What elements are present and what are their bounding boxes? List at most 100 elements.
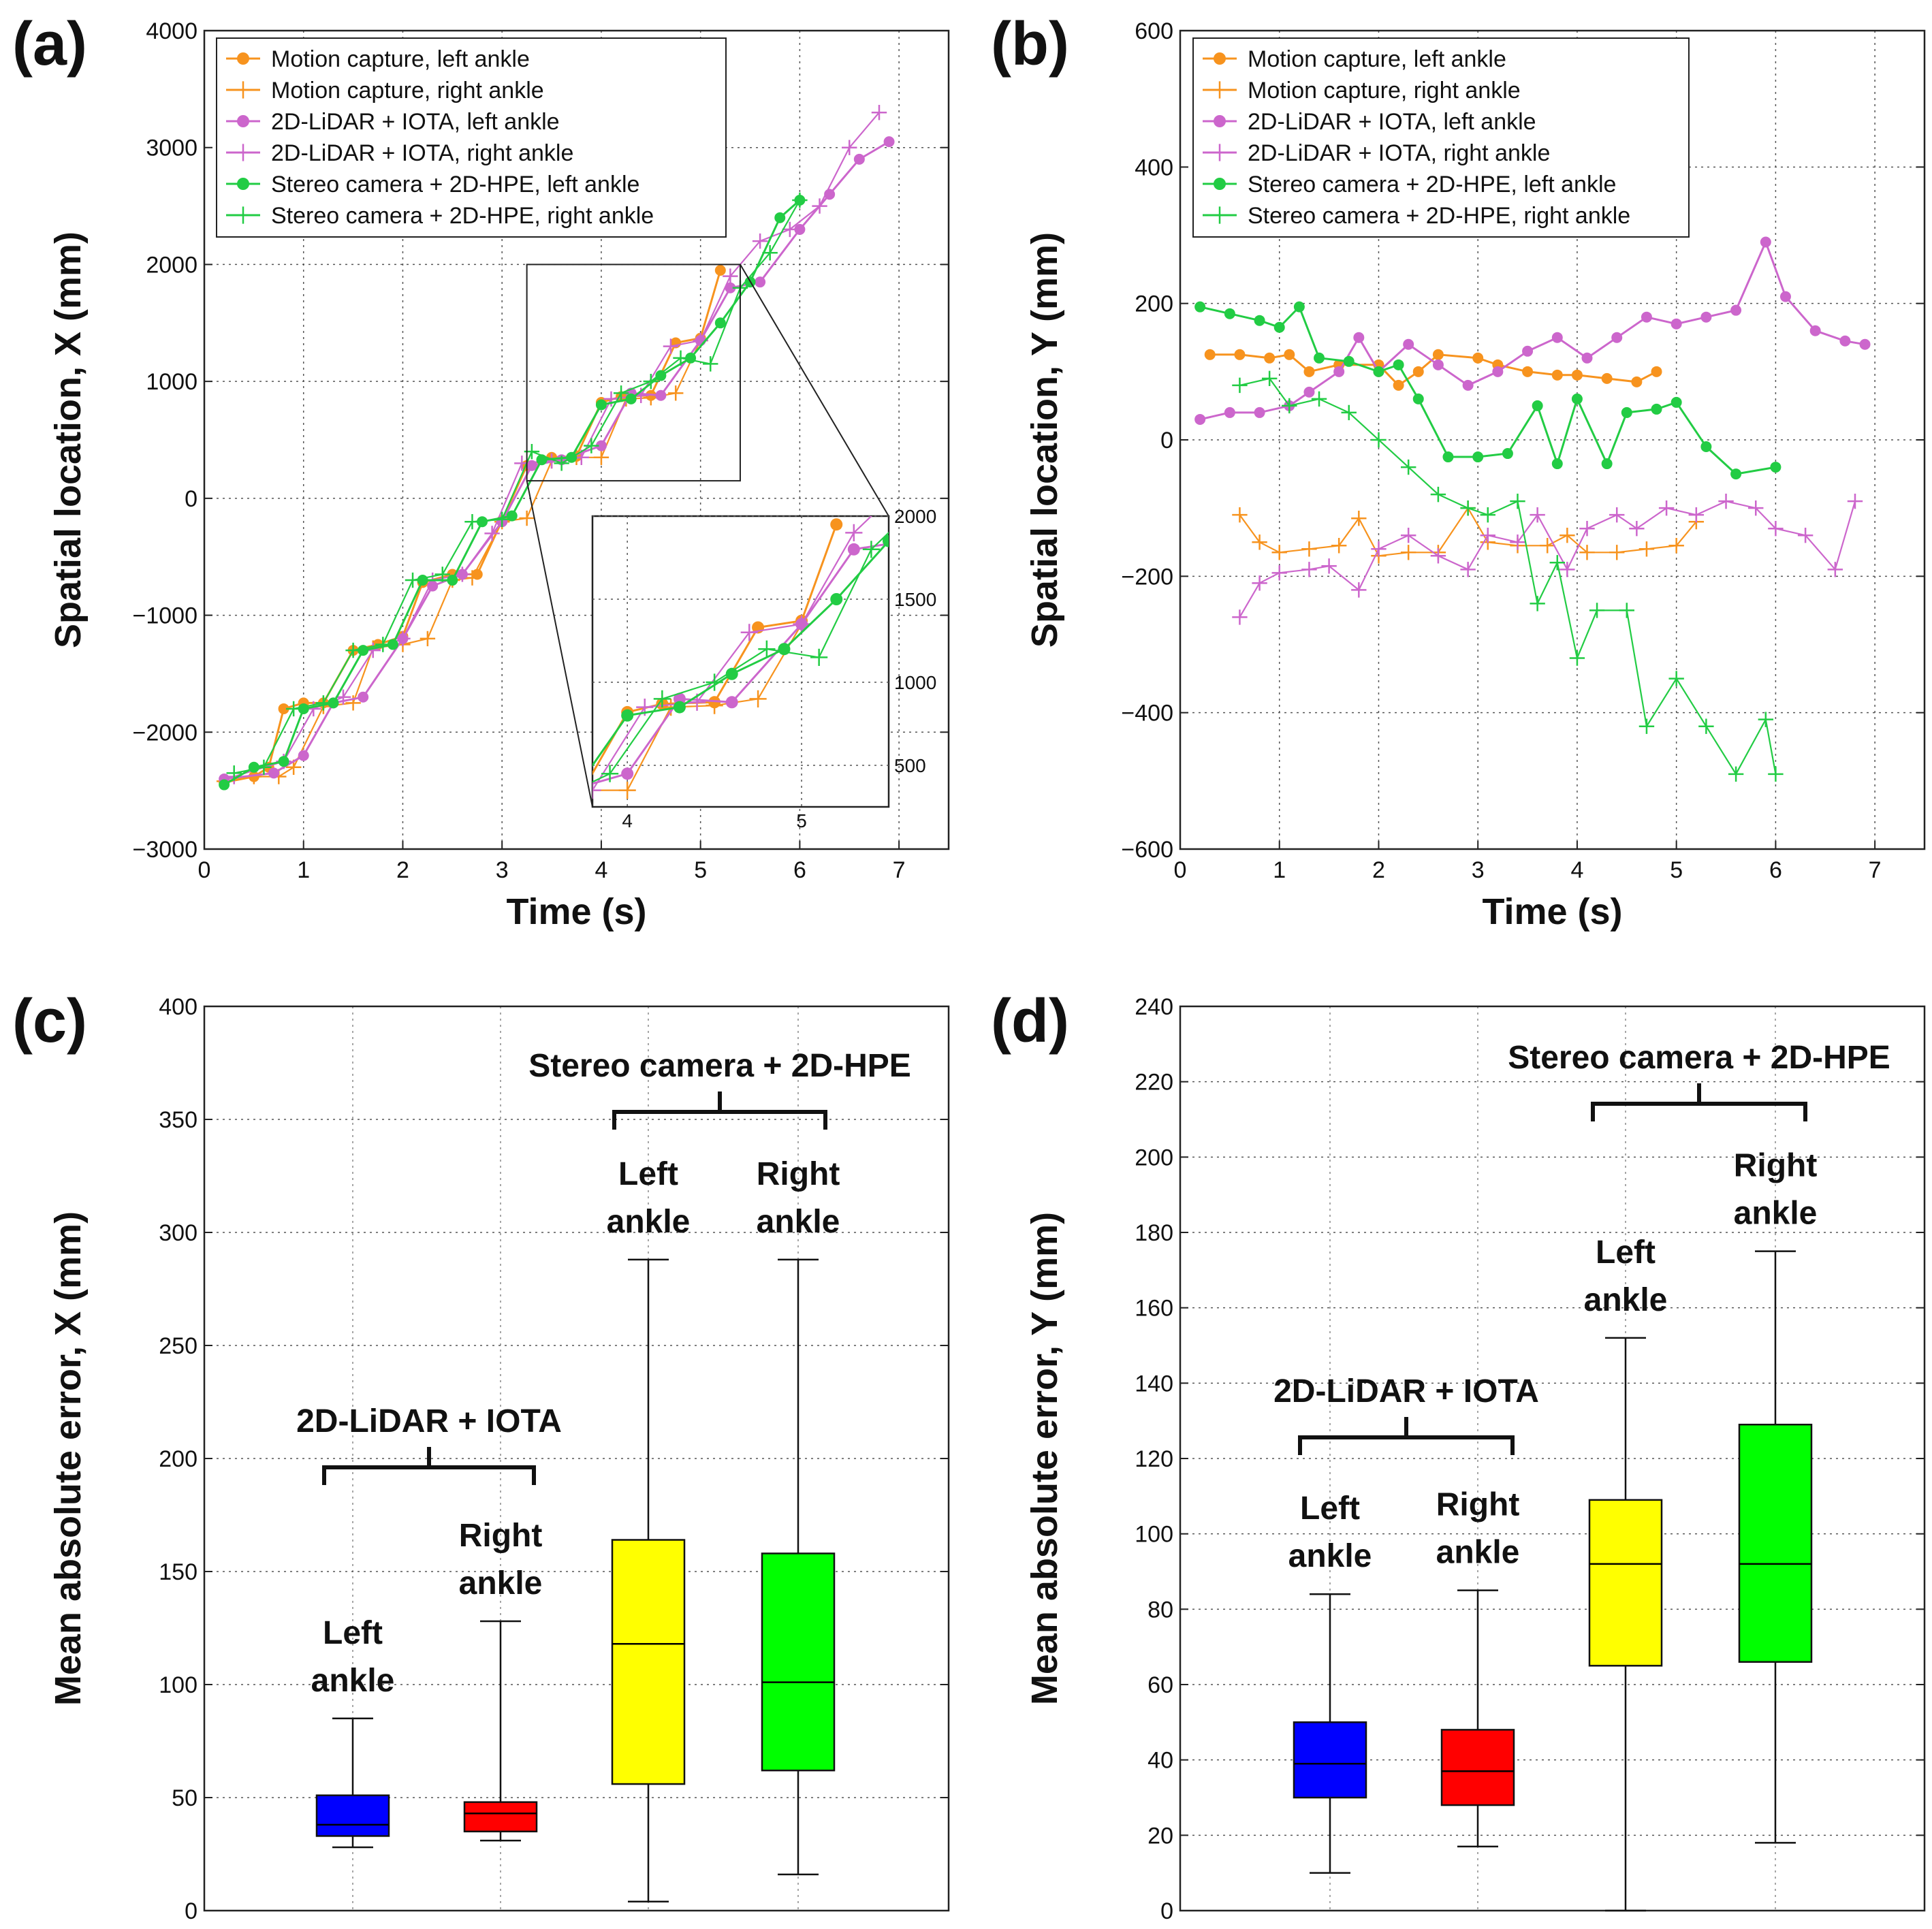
data-point xyxy=(618,782,636,799)
data-point xyxy=(532,786,549,803)
y-tick-label: 2000 xyxy=(146,252,197,278)
data-point xyxy=(1611,332,1623,343)
data-point xyxy=(419,631,436,647)
data-point xyxy=(1619,603,1634,618)
y-tick-label: 240 xyxy=(1135,994,1173,1020)
data-point xyxy=(99,1133,111,1145)
series-2 xyxy=(1194,236,1871,425)
x-tick-label: 5 xyxy=(694,857,707,883)
legend-swatch-marker xyxy=(234,206,252,224)
legend-entry: 2D-LiDAR + IOTA, left ankle xyxy=(1248,109,1536,135)
box-label-line1: Right xyxy=(757,1156,840,1192)
x-tick-label: 1 xyxy=(297,857,310,883)
series-line xyxy=(1239,377,1777,776)
data-point xyxy=(328,697,339,709)
inset-y-tick-label: 500 xyxy=(894,755,926,776)
data-point xyxy=(663,338,679,354)
data-point xyxy=(1460,562,1476,577)
inset-x-tick-label: 5 xyxy=(796,810,807,831)
data-point xyxy=(395,631,411,647)
box-label-line2: ankle xyxy=(607,1204,691,1240)
data-point xyxy=(1569,650,1585,666)
data-point xyxy=(392,953,409,970)
data-point xyxy=(871,105,887,121)
legend-entry: Stereo camera + 2D-HPE, right ankle xyxy=(1248,203,1630,229)
group-bracket-0: 2D-LiDAR + IOTA xyxy=(1273,1373,1539,1455)
y-axis-title: Mean absolute error, Y (mm) xyxy=(1024,1212,1065,1705)
data-point xyxy=(1311,391,1327,407)
box-label-line1: Right xyxy=(459,1518,543,1554)
data-point xyxy=(625,393,637,404)
legend-entry: 2D-LiDAR + IOTA, right ankle xyxy=(1248,140,1550,166)
data-point xyxy=(131,1136,148,1153)
data-point xyxy=(114,1139,131,1156)
data-point xyxy=(1839,335,1851,347)
data-point xyxy=(255,1050,268,1062)
data-point xyxy=(219,779,230,791)
box-iqr xyxy=(611,1539,686,1785)
data-point xyxy=(298,750,309,761)
data-point xyxy=(477,516,488,528)
legend-entry: 2D-LiDAR + IOTA, right ankle xyxy=(271,140,573,166)
box-label-line1: Left xyxy=(1596,1234,1656,1271)
data-point xyxy=(1002,424,1019,441)
data-point xyxy=(285,701,302,717)
data-point xyxy=(484,526,500,541)
data-point xyxy=(27,1222,44,1239)
data-point xyxy=(1194,301,1206,313)
group-bracket-0: 2D-LiDAR + IOTA xyxy=(296,1403,562,1485)
data-point xyxy=(1670,396,1682,408)
series-5 xyxy=(27,531,889,1239)
data-point xyxy=(755,276,766,288)
data-point xyxy=(278,756,289,767)
data-point xyxy=(1760,236,1771,248)
inset-frame xyxy=(591,515,890,808)
data-point xyxy=(99,1141,111,1153)
y-tick-label: −600 xyxy=(1121,837,1173,863)
data-point xyxy=(1232,609,1248,625)
data-point xyxy=(427,890,444,907)
data-point xyxy=(1271,565,1287,581)
data-point xyxy=(1530,596,1545,611)
data-point xyxy=(1252,535,1267,550)
data-point xyxy=(782,221,798,238)
data-point xyxy=(183,1056,200,1073)
data-point xyxy=(601,765,619,782)
data-point xyxy=(377,951,390,963)
data-point xyxy=(278,703,289,714)
zoom-source-box xyxy=(526,264,741,482)
data-point xyxy=(272,1042,285,1054)
data-point xyxy=(151,1133,163,1145)
data-point xyxy=(703,356,718,372)
data-point xyxy=(445,870,462,887)
legend-swatch-marker xyxy=(234,144,252,161)
box-label-line1: Right xyxy=(1436,1487,1520,1523)
data-point xyxy=(1779,291,1791,302)
data-point xyxy=(268,767,280,779)
data-point xyxy=(519,510,535,526)
box-iqr xyxy=(315,1794,390,1837)
y-tick-label: 100 xyxy=(159,1672,197,1698)
data-point xyxy=(1314,352,1325,364)
data-point xyxy=(613,385,629,401)
data-point xyxy=(1589,603,1605,618)
box-label-line1: Left xyxy=(618,1156,678,1192)
data-point xyxy=(1412,393,1424,404)
data-point xyxy=(673,701,686,714)
data-point xyxy=(360,959,372,971)
data-point xyxy=(752,233,768,249)
data-point xyxy=(1579,545,1595,560)
data-point xyxy=(1351,582,1367,598)
series-line xyxy=(234,200,801,774)
box-0: Left ankle xyxy=(1288,1490,1372,1874)
legend-entry: Motion capture, left ankle xyxy=(1248,46,1506,72)
box-iqr xyxy=(761,1552,836,1772)
x-tick-label: 1 xyxy=(1273,857,1286,883)
data-point xyxy=(621,709,634,722)
data-point xyxy=(740,624,758,641)
data-point xyxy=(1700,311,1712,323)
data-point xyxy=(345,695,361,711)
data-point xyxy=(447,876,459,888)
data-point xyxy=(1284,349,1295,360)
data-point xyxy=(883,136,895,148)
